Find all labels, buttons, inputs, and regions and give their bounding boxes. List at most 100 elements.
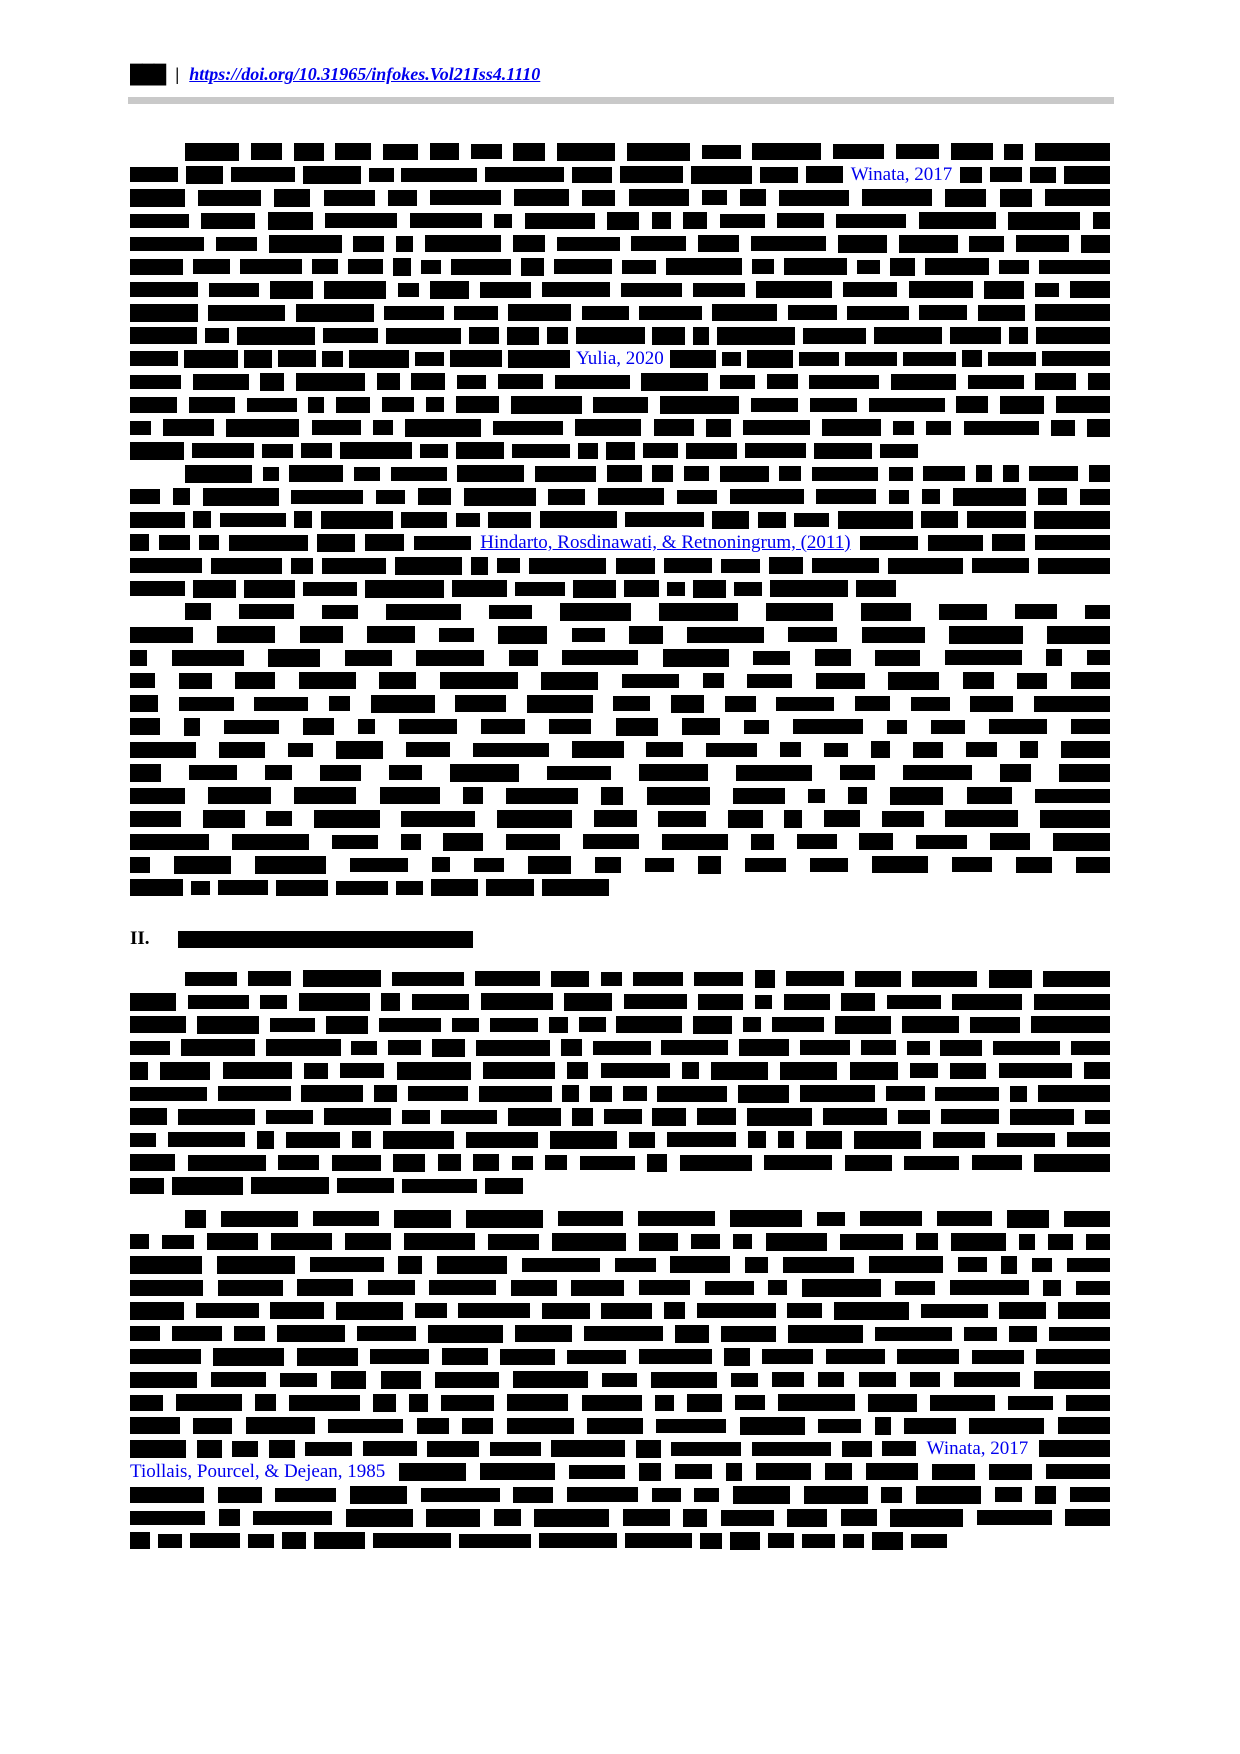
text-line xyxy=(130,1151,1110,1174)
redacted-word xyxy=(600,1063,670,1078)
redacted-word xyxy=(732,1485,790,1504)
text-line xyxy=(130,807,1110,830)
redacted-word xyxy=(952,487,1026,506)
redacted-word xyxy=(383,305,444,320)
citation-link[interactable]: Winata, 2017 xyxy=(850,164,953,185)
text-line xyxy=(130,1345,1110,1368)
redacted-word xyxy=(351,1040,378,1055)
redacted-word xyxy=(539,1533,617,1548)
redacted-word xyxy=(999,1302,1047,1319)
redacted-word xyxy=(560,602,631,621)
redacted-word xyxy=(441,1394,495,1411)
redacted-word xyxy=(353,466,380,481)
redacted-word xyxy=(130,833,209,850)
redacted-word xyxy=(462,1417,494,1434)
redacted-word xyxy=(130,1016,186,1033)
redacted-word xyxy=(639,764,708,781)
redacted-word xyxy=(1047,625,1110,644)
redacted-word xyxy=(271,1233,333,1250)
redacted-word xyxy=(405,742,450,757)
redacted-word xyxy=(601,1372,637,1387)
redacted-word xyxy=(130,1439,186,1458)
text-line xyxy=(130,439,1110,462)
redacted-word xyxy=(260,994,288,1009)
redacted-word xyxy=(485,167,565,182)
redacted-word xyxy=(802,1533,835,1548)
redacted-word xyxy=(171,649,244,666)
redacted-word xyxy=(623,994,687,1009)
redacted-word xyxy=(822,419,882,436)
text-line xyxy=(130,370,1110,393)
citation-link[interactable]: Yulia, 2020 xyxy=(576,348,664,369)
redacted-word xyxy=(652,465,674,482)
redacted-word xyxy=(130,1349,201,1364)
redacted-word xyxy=(652,326,686,345)
redacted-word xyxy=(818,1372,845,1387)
redacted-word xyxy=(130,258,183,275)
redacted-word xyxy=(833,144,884,159)
redacted-word xyxy=(962,672,994,689)
text-line xyxy=(130,301,1110,324)
redacted-word xyxy=(466,1131,538,1148)
redacted-word xyxy=(1049,1326,1110,1341)
redacted-word xyxy=(486,879,534,896)
redacted-word xyxy=(912,970,978,987)
redacted-word xyxy=(130,879,183,896)
citation-link[interactable]: Tiollais, Pourcel, & Dejean, 1985 xyxy=(130,1461,386,1482)
doi-link[interactable]: https://doi.org/10.31965/infokes.Vol21Is… xyxy=(189,64,541,84)
redacted-word xyxy=(756,281,833,298)
redacted-word xyxy=(794,512,830,527)
redacted-word xyxy=(426,1508,480,1527)
redacted-word xyxy=(130,649,147,666)
redacted-word xyxy=(777,1394,855,1411)
text-line xyxy=(130,255,1110,278)
redacted-word xyxy=(944,650,1022,665)
redacted-word xyxy=(890,1508,963,1527)
redacted-word xyxy=(666,258,742,275)
redacted-word xyxy=(1029,466,1079,481)
redacted-word xyxy=(201,212,256,229)
redacted-word xyxy=(302,970,381,987)
redacted-word xyxy=(414,1303,447,1318)
redacted-word xyxy=(882,1441,917,1456)
redacted-word xyxy=(840,765,875,780)
text-line xyxy=(130,1506,1110,1529)
redacted-word xyxy=(772,1017,825,1032)
redacted-word xyxy=(734,581,762,596)
redacted-word xyxy=(671,694,705,713)
redacted-word xyxy=(481,719,526,734)
redacted-word xyxy=(1038,488,1068,505)
redacted-word xyxy=(340,442,412,459)
redacted-word xyxy=(910,696,950,711)
text-line xyxy=(130,1013,1110,1036)
redacted-word xyxy=(508,649,538,666)
redacted-word xyxy=(638,1349,712,1364)
redacted-word xyxy=(451,1017,479,1032)
redacted-word xyxy=(652,1107,687,1126)
citation-link[interactable]: Winata, 2017 xyxy=(926,1438,1029,1459)
redacted-word xyxy=(1065,1509,1110,1526)
redacted-word xyxy=(1000,395,1045,414)
redacted-word xyxy=(566,1487,638,1502)
redacted-word xyxy=(988,969,1032,988)
citation-link[interactable]: Hindarto, Rosdinawati, & Retnoningrum, (… xyxy=(480,532,851,553)
redacted-word xyxy=(130,741,196,758)
redacted-word xyxy=(705,418,731,437)
redacted-word xyxy=(217,1279,283,1296)
redacted-word xyxy=(930,719,965,734)
redacted-word xyxy=(836,213,907,228)
redacted-word xyxy=(799,1085,875,1102)
redacted-word xyxy=(1069,281,1110,298)
redacted-word xyxy=(368,167,394,182)
redacted-word xyxy=(916,834,968,849)
text-line xyxy=(130,554,1110,577)
redacted-word xyxy=(1041,351,1110,366)
redacted-word xyxy=(966,787,1012,804)
redacted-word xyxy=(178,696,234,711)
redacted-word xyxy=(778,1131,794,1148)
redacted-word xyxy=(396,235,414,252)
redacted-word xyxy=(635,1439,661,1458)
redacted-word xyxy=(130,1279,203,1296)
redacted-word xyxy=(130,1255,202,1274)
redacted-word xyxy=(889,489,909,504)
